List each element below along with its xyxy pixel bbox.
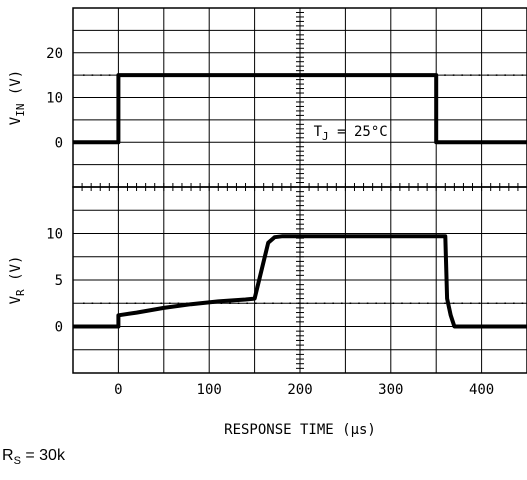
xtick-label-400: 400: [469, 382, 494, 398]
panel-vr-ytick-label-10: 10: [46, 227, 63, 243]
panel-vin-ytick-label-0: 0: [55, 135, 63, 151]
xtick-label-200: 200: [287, 382, 312, 398]
xtick-label-300: 300: [378, 382, 403, 398]
footnote-rs: RS = 30k: [2, 447, 65, 468]
xlabel: RESPONSE TIME (μs): [224, 422, 376, 438]
panel-vr-ytick-label-0: 0: [55, 320, 63, 336]
panel-vin-annotation: TJ = 25°C: [314, 124, 388, 143]
xtick-label-0: 0: [114, 382, 122, 398]
panel-vr-ylabel: VR (V): [8, 256, 27, 305]
panel-vr-series-line: [73, 234, 527, 329]
panel-vr-ytick-label-5: 5: [55, 273, 63, 289]
panel-vin-series-line: [73, 73, 527, 145]
panel-vin-ytick-label-10: 10: [46, 91, 63, 107]
xtick-label-100: 100: [197, 382, 222, 398]
panel-vin-ylabel: VIN (V): [8, 70, 27, 125]
panel-vin-ytick-label-20: 20: [46, 46, 63, 62]
